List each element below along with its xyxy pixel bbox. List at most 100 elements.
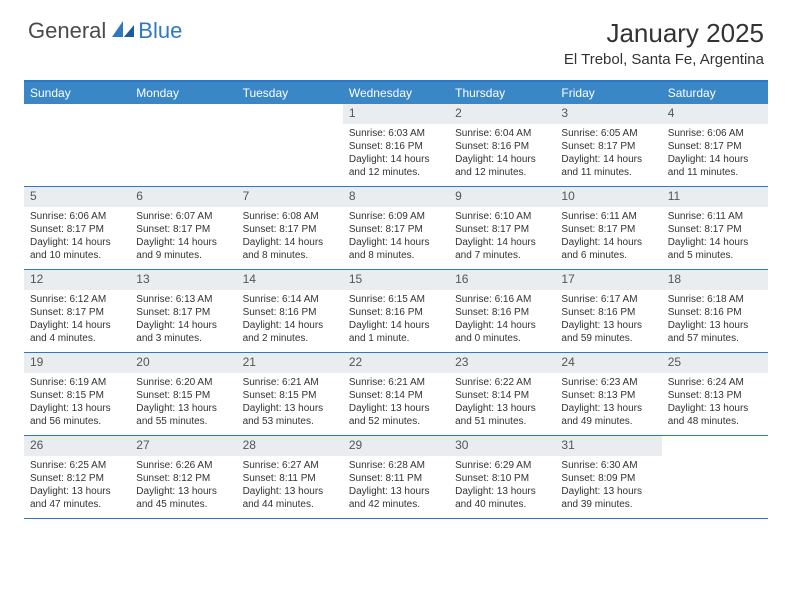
calendar-cell <box>237 104 343 186</box>
day-number: 4 <box>662 104 768 124</box>
sunrise-text: Sunrise: 6:30 AM <box>561 459 655 472</box>
sunset-text: Sunset: 8:17 PM <box>668 140 762 153</box>
sunset-text: Sunset: 8:17 PM <box>136 223 230 236</box>
daylight-text: Daylight: 13 hours and 55 minutes. <box>136 402 230 428</box>
day-number: 22 <box>343 353 449 373</box>
day-details: Sunrise: 6:10 AMSunset: 8:17 PMDaylight:… <box>449 207 555 265</box>
calendar-cell: 5Sunrise: 6:06 AMSunset: 8:17 PMDaylight… <box>24 187 130 269</box>
daylight-text: Daylight: 14 hours and 6 minutes. <box>561 236 655 262</box>
logo-text-general: General <box>28 18 106 44</box>
day-details: Sunrise: 6:18 AMSunset: 8:16 PMDaylight:… <box>662 290 768 348</box>
sunrise-text: Sunrise: 6:04 AM <box>455 127 549 140</box>
daylight-text: Daylight: 14 hours and 10 minutes. <box>30 236 124 262</box>
sunset-text: Sunset: 8:15 PM <box>136 389 230 402</box>
daylight-text: Daylight: 13 hours and 45 minutes. <box>136 485 230 511</box>
sunset-text: Sunset: 8:09 PM <box>561 472 655 485</box>
day-number: 3 <box>555 104 661 124</box>
calendar-cell: 29Sunrise: 6:28 AMSunset: 8:11 PMDayligh… <box>343 436 449 518</box>
day-number: 17 <box>555 270 661 290</box>
sunset-text: Sunset: 8:14 PM <box>349 389 443 402</box>
sunset-text: Sunset: 8:16 PM <box>455 306 549 319</box>
day-details: Sunrise: 6:12 AMSunset: 8:17 PMDaylight:… <box>24 290 130 348</box>
sunrise-text: Sunrise: 6:25 AM <box>30 459 124 472</box>
sunrise-text: Sunrise: 6:23 AM <box>561 376 655 389</box>
sunrise-text: Sunrise: 6:27 AM <box>243 459 337 472</box>
sunrise-text: Sunrise: 6:11 AM <box>561 210 655 223</box>
calendar-cell: 23Sunrise: 6:22 AMSunset: 8:14 PMDayligh… <box>449 353 555 435</box>
sunrise-text: Sunrise: 6:05 AM <box>561 127 655 140</box>
sunset-text: Sunset: 8:11 PM <box>243 472 337 485</box>
day-number: 28 <box>237 436 343 456</box>
day-details: Sunrise: 6:06 AMSunset: 8:17 PMDaylight:… <box>662 124 768 182</box>
calendar-cell: 8Sunrise: 6:09 AMSunset: 8:17 PMDaylight… <box>343 187 449 269</box>
day-number: 1 <box>343 104 449 124</box>
day-number: 15 <box>343 270 449 290</box>
calendar-week: 19Sunrise: 6:19 AMSunset: 8:15 PMDayligh… <box>24 353 768 436</box>
header: General Blue January 2025 El Trebol, San… <box>0 0 792 74</box>
sunset-text: Sunset: 8:17 PM <box>668 223 762 236</box>
sunset-text: Sunset: 8:16 PM <box>349 140 443 153</box>
sunset-text: Sunset: 8:17 PM <box>136 306 230 319</box>
sunset-text: Sunset: 8:17 PM <box>561 140 655 153</box>
sunrise-text: Sunrise: 6:21 AM <box>349 376 443 389</box>
sunset-text: Sunset: 8:12 PM <box>136 472 230 485</box>
day-details: Sunrise: 6:14 AMSunset: 8:16 PMDaylight:… <box>237 290 343 348</box>
daylight-text: Daylight: 14 hours and 7 minutes. <box>455 236 549 262</box>
sunrise-text: Sunrise: 6:18 AM <box>668 293 762 306</box>
daylight-text: Daylight: 13 hours and 39 minutes. <box>561 485 655 511</box>
daylight-text: Daylight: 14 hours and 8 minutes. <box>349 236 443 262</box>
calendar-week: 26Sunrise: 6:25 AMSunset: 8:12 PMDayligh… <box>24 436 768 519</box>
location-label: El Trebol, Santa Fe, Argentina <box>564 51 764 68</box>
calendar-cell <box>24 104 130 186</box>
sunset-text: Sunset: 8:16 PM <box>455 140 549 153</box>
day-details: Sunrise: 6:08 AMSunset: 8:17 PMDaylight:… <box>237 207 343 265</box>
daylight-text: Daylight: 14 hours and 9 minutes. <box>136 236 230 262</box>
sunrise-text: Sunrise: 6:20 AM <box>136 376 230 389</box>
sunrise-text: Sunrise: 6:11 AM <box>668 210 762 223</box>
sunrise-text: Sunrise: 6:10 AM <box>455 210 549 223</box>
daylight-text: Daylight: 14 hours and 11 minutes. <box>561 153 655 179</box>
daylight-text: Daylight: 14 hours and 8 minutes. <box>243 236 337 262</box>
sunrise-text: Sunrise: 6:22 AM <box>455 376 549 389</box>
daylight-text: Daylight: 13 hours and 56 minutes. <box>30 402 124 428</box>
day-details: Sunrise: 6:27 AMSunset: 8:11 PMDaylight:… <box>237 456 343 514</box>
calendar-week: 12Sunrise: 6:12 AMSunset: 8:17 PMDayligh… <box>24 270 768 353</box>
day-details: Sunrise: 6:28 AMSunset: 8:11 PMDaylight:… <box>343 456 449 514</box>
calendar-cell: 15Sunrise: 6:15 AMSunset: 8:16 PMDayligh… <box>343 270 449 352</box>
daylight-text: Daylight: 13 hours and 51 minutes. <box>455 402 549 428</box>
weekday-label: Friday <box>555 82 661 104</box>
calendar-cell: 2Sunrise: 6:04 AMSunset: 8:16 PMDaylight… <box>449 104 555 186</box>
sunset-text: Sunset: 8:16 PM <box>349 306 443 319</box>
day-number: 30 <box>449 436 555 456</box>
daylight-text: Daylight: 14 hours and 5 minutes. <box>668 236 762 262</box>
calendar-cell: 28Sunrise: 6:27 AMSunset: 8:11 PMDayligh… <box>237 436 343 518</box>
sunset-text: Sunset: 8:15 PM <box>243 389 337 402</box>
calendar-cell: 17Sunrise: 6:17 AMSunset: 8:16 PMDayligh… <box>555 270 661 352</box>
day-details: Sunrise: 6:05 AMSunset: 8:17 PMDaylight:… <box>555 124 661 182</box>
sunset-text: Sunset: 8:17 PM <box>30 223 124 236</box>
daylight-text: Daylight: 14 hours and 0 minutes. <box>455 319 549 345</box>
day-number: 10 <box>555 187 661 207</box>
sunrise-text: Sunrise: 6:16 AM <box>455 293 549 306</box>
weekday-label: Sunday <box>24 82 130 104</box>
sunrise-text: Sunrise: 6:12 AM <box>30 293 124 306</box>
daylight-text: Daylight: 14 hours and 2 minutes. <box>243 319 337 345</box>
day-number <box>24 104 130 108</box>
daylight-text: Daylight: 13 hours and 57 minutes. <box>668 319 762 345</box>
calendar-cell: 4Sunrise: 6:06 AMSunset: 8:17 PMDaylight… <box>662 104 768 186</box>
calendar-cell: 10 Sunrise: 6:11 AMSunset: 8:17 PMDayligh… <box>555 187 661 269</box>
sunset-text: Sunset: 8:17 PM <box>561 223 655 236</box>
calendar-cell: 16Sunrise: 6:16 AMSunset: 8:16 PMDayligh… <box>449 270 555 352</box>
calendar-cell: 26Sunrise: 6:25 AMSunset: 8:12 PMDayligh… <box>24 436 130 518</box>
calendar-cell: 31Sunrise: 6:30 AMSunset: 8:09 PMDayligh… <box>555 436 661 518</box>
day-number: 21 <box>237 353 343 373</box>
calendar-cell: 18Sunrise: 6:18 AMSunset: 8:16 PMDayligh… <box>662 270 768 352</box>
day-number <box>130 104 236 108</box>
day-number: 8 <box>343 187 449 207</box>
daylight-text: Daylight: 13 hours and 49 minutes. <box>561 402 655 428</box>
day-number: 13 <box>130 270 236 290</box>
sunrise-text: Sunrise: 6:15 AM <box>349 293 443 306</box>
weekday-label: Saturday <box>662 82 768 104</box>
daylight-text: Daylight: 14 hours and 12 minutes. <box>455 153 549 179</box>
sunrise-text: Sunrise: 6:26 AM <box>136 459 230 472</box>
